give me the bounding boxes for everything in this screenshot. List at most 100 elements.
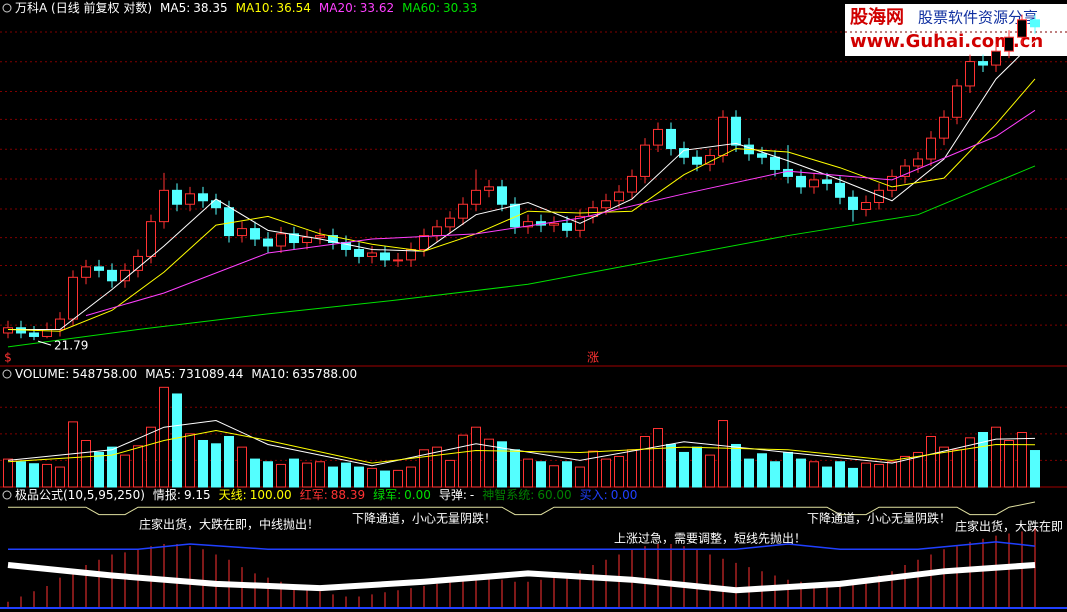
candle-body xyxy=(458,203,468,219)
volume-bar xyxy=(471,426,481,488)
candle-body xyxy=(302,236,312,244)
volume-bar xyxy=(679,451,689,488)
volume-bar xyxy=(497,441,507,488)
volume-bar xyxy=(185,433,195,488)
volume-bar xyxy=(744,458,754,488)
ma-line xyxy=(8,40,1036,331)
candle-body xyxy=(120,269,130,282)
indicator-value: 30.33 xyxy=(443,1,477,15)
volume-bar xyxy=(315,461,325,488)
ma-line xyxy=(7,430,1036,464)
volume-bar xyxy=(835,461,845,488)
candle-body xyxy=(3,327,13,334)
indicator-label: 情报: xyxy=(153,487,181,502)
candle-body xyxy=(549,222,559,226)
ma-line xyxy=(7,562,1036,594)
candle-body xyxy=(796,175,806,188)
ma-line xyxy=(7,78,1036,332)
indicator-value: 36.54 xyxy=(277,1,311,15)
candle-body xyxy=(159,189,169,223)
indicator-label: MA20: xyxy=(319,1,357,15)
volume-bar xyxy=(81,439,91,488)
watermark-site: 股海网 xyxy=(849,6,904,28)
volume-bar xyxy=(445,459,455,488)
volume-bar xyxy=(731,443,741,488)
volume-bar xyxy=(250,458,260,488)
volume-bar xyxy=(1030,450,1040,488)
candle-body xyxy=(393,259,403,262)
panel-header: 万科A (日线 前复权 对数) MA5: 38.35 MA10: 36.54 MA20: 3… xyxy=(15,0,477,15)
annotation: $ xyxy=(4,351,12,365)
volume-bar xyxy=(861,462,871,488)
volume-bar xyxy=(29,463,39,488)
volume-bar xyxy=(796,458,806,488)
indicator-value: 0.00 xyxy=(611,488,638,502)
volume-bar xyxy=(42,463,52,488)
volume-bar xyxy=(419,449,429,488)
candle-body xyxy=(471,189,481,205)
candle-body xyxy=(783,168,793,177)
panel-title: 极品公式(10,5,95,250) xyxy=(15,488,145,502)
indicator-value: 9.15 xyxy=(184,488,211,502)
candle-body xyxy=(848,196,858,210)
candle-body xyxy=(484,186,494,191)
volume-bar xyxy=(874,463,884,488)
candle-body xyxy=(653,128,663,146)
candle-body xyxy=(965,61,975,87)
ma-line xyxy=(85,109,1036,317)
candle-body xyxy=(887,175,897,191)
indicator-value: 731089.44 xyxy=(178,367,243,381)
indicator-value: 60.00 xyxy=(537,488,571,502)
candle-body xyxy=(822,179,832,184)
watermark-box xyxy=(845,4,1067,56)
volume-bar xyxy=(965,437,975,488)
indicator-label: MA60: xyxy=(402,1,440,15)
indicator-value: 100.00 xyxy=(250,488,292,502)
candle-body xyxy=(991,50,1001,66)
candle-body xyxy=(81,266,91,278)
candle-body xyxy=(328,235,338,244)
annotation: 上涨过急，需要调整，短线先抛出！ xyxy=(614,530,806,545)
candle-body xyxy=(250,228,260,240)
indicator-label: 买入: xyxy=(580,488,608,502)
volume-bar xyxy=(263,461,273,488)
indicator-value: 548758.00 xyxy=(72,367,137,381)
volume-bar xyxy=(562,461,572,488)
volume-bar xyxy=(289,458,299,488)
annotation: 庄家出货，大跌在即 xyxy=(955,519,1063,534)
volume-bar xyxy=(952,449,962,488)
candle-body xyxy=(861,202,871,210)
volume-bar xyxy=(705,454,715,488)
indicator-label: 天线: xyxy=(219,488,247,502)
panel-icon xyxy=(2,369,12,379)
volume-bar xyxy=(159,386,169,488)
candle-body xyxy=(770,156,780,170)
candle-body xyxy=(900,165,910,177)
candle-body xyxy=(757,153,767,158)
candle-body xyxy=(315,235,325,238)
volume-bar xyxy=(16,461,26,488)
volume-bar xyxy=(913,451,923,488)
low-pointer xyxy=(37,340,52,346)
volume-bar xyxy=(458,434,468,488)
volume-bar xyxy=(848,467,858,488)
ma-line xyxy=(8,541,1036,550)
panel-title: VOLUME: xyxy=(15,367,69,381)
candle-body xyxy=(185,193,195,205)
volume-bar xyxy=(224,435,234,488)
annotation: 庄家出货，大跌在即，中线抛出！ xyxy=(139,517,319,532)
volume-bar xyxy=(809,461,819,488)
volume-bar xyxy=(198,439,208,488)
volume-bar xyxy=(107,446,117,488)
candle-body xyxy=(211,200,221,209)
volume-bar xyxy=(822,466,832,488)
watermark-url: www.Guhai.com.cn xyxy=(850,31,1043,52)
volume-bar xyxy=(237,446,247,488)
ma-line xyxy=(8,501,1036,516)
indicator-value: 33.62 xyxy=(360,1,394,15)
candle-body xyxy=(276,233,286,247)
panel-title: 万科A (日线 前复权 对数) xyxy=(15,0,152,15)
indicator-value: 635788.00 xyxy=(292,367,357,381)
candle-body xyxy=(510,203,520,228)
